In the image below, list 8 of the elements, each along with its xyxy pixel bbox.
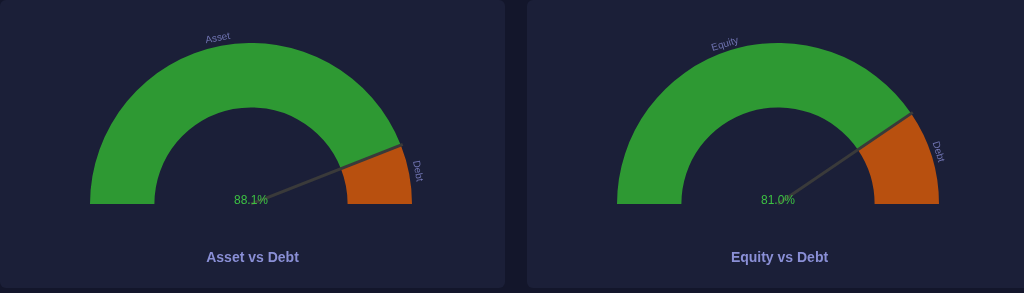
text: 88.1% [234, 193, 269, 207]
text: Asset vs Debt [206, 248, 300, 265]
slice-label: Asset [204, 29, 232, 46]
text: Equity vs Debt [730, 248, 829, 265]
slice-label: Equity [709, 34, 740, 53]
text: 81.0% [761, 193, 796, 207]
slice-label: Debt [410, 159, 426, 183]
slice-label: Debt [930, 139, 948, 164]
